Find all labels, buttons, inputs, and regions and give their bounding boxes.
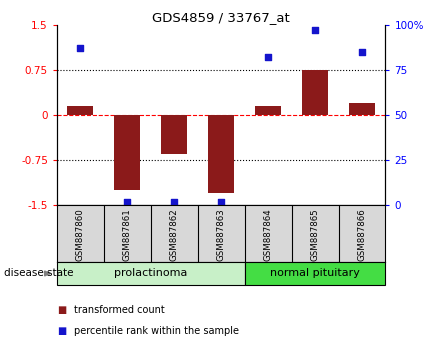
Text: GSM887866: GSM887866 — [357, 209, 367, 261]
Point — [311, 27, 318, 33]
Bar — [114, 115, 140, 190]
Text: GSM887865: GSM887865 — [311, 209, 320, 261]
Text: GSM887860: GSM887860 — [76, 209, 85, 261]
Point — [77, 45, 84, 51]
Text: GSM887862: GSM887862 — [170, 209, 179, 261]
Text: transformed count: transformed count — [74, 305, 165, 315]
Point — [124, 199, 131, 205]
Text: percentile rank within the sample: percentile rank within the sample — [74, 326, 240, 336]
Text: GSM887864: GSM887864 — [264, 209, 272, 261]
Bar — [245, 262, 385, 285]
Bar — [255, 106, 281, 115]
Bar — [67, 106, 93, 115]
Text: disease state: disease state — [4, 268, 74, 279]
Text: prolactinoma: prolactinoma — [114, 268, 187, 279]
Text: ■: ■ — [57, 305, 66, 315]
Text: GSM887861: GSM887861 — [123, 209, 132, 261]
Point — [358, 49, 365, 55]
Point — [265, 55, 272, 60]
Title: GDS4859 / 33767_at: GDS4859 / 33767_at — [152, 11, 290, 24]
Bar — [161, 115, 187, 154]
Text: GSM887863: GSM887863 — [217, 209, 226, 261]
Point — [171, 199, 178, 205]
Bar — [349, 103, 375, 115]
Bar — [302, 70, 328, 115]
Bar — [57, 262, 245, 285]
Text: normal pituitary: normal pituitary — [270, 268, 360, 279]
Bar — [208, 115, 234, 193]
Text: ■: ■ — [57, 326, 66, 336]
Point — [218, 199, 225, 205]
